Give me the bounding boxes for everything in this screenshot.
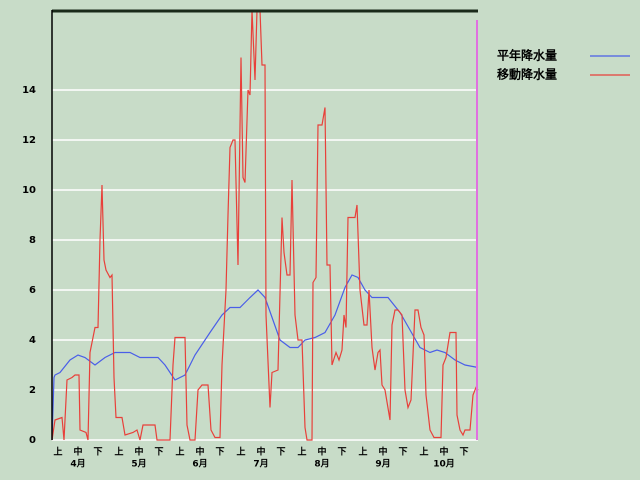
month-label: 10月: [433, 459, 455, 470]
x-tick-label: 下: [398, 447, 407, 458]
y-tick-label: 10: [22, 185, 36, 196]
x-tick-label: 上: [175, 446, 184, 458]
x-tick-label: 下: [215, 447, 224, 458]
month-label: 6月: [192, 459, 207, 470]
x-tick-label: 下: [459, 447, 468, 458]
series-line: [52, 10, 479, 441]
x-tick-label: 中: [73, 446, 82, 458]
x-tick-label: 上: [53, 446, 62, 458]
x-tick-label: 中: [317, 446, 326, 458]
x-tick-label: 中: [195, 446, 204, 458]
x-tick-label: 上: [236, 446, 245, 458]
x-tick-label: 下: [93, 447, 102, 458]
x-tick-label: 下: [337, 447, 346, 458]
legend-label: 移動降水量: [497, 67, 557, 82]
month-label: 7月: [253, 459, 268, 470]
plot-lines: [52, 10, 479, 441]
x-tick-label: 中: [134, 446, 143, 458]
month-label: 4月: [70, 459, 85, 470]
x-tick-label: 中: [256, 446, 265, 458]
y-tick-label: 12: [22, 135, 36, 146]
ticks: 02468101214上中下上中下上中下上中下上中下上中下上中下4月 5月 6月 7月…: [22, 85, 468, 470]
month-label: 8月: [314, 459, 329, 470]
y-tick-label: 14: [22, 85, 36, 96]
x-tick-label: 上: [114, 446, 123, 458]
x-tick-label: 中: [378, 446, 387, 458]
month-label: 9月: [375, 459, 390, 470]
x-tick-label: 中: [439, 446, 448, 458]
x-tick-label: 上: [358, 446, 367, 458]
y-tick-label: 4: [29, 335, 36, 346]
y-tick-label: 8: [29, 235, 36, 246]
x-tick-label: 上: [297, 446, 306, 458]
x-tick-label: 下: [154, 447, 163, 458]
series-line: [52, 274, 479, 441]
month-label: 5月: [131, 459, 146, 470]
legend-label: 平年降水量: [497, 48, 557, 63]
y-tick-label: 6: [29, 285, 36, 296]
y-tick-label: 0: [29, 435, 36, 446]
x-tick-label: 下: [276, 447, 285, 458]
y-tick-label: 2: [29, 385, 36, 396]
x-tick-label: 上: [419, 446, 428, 458]
